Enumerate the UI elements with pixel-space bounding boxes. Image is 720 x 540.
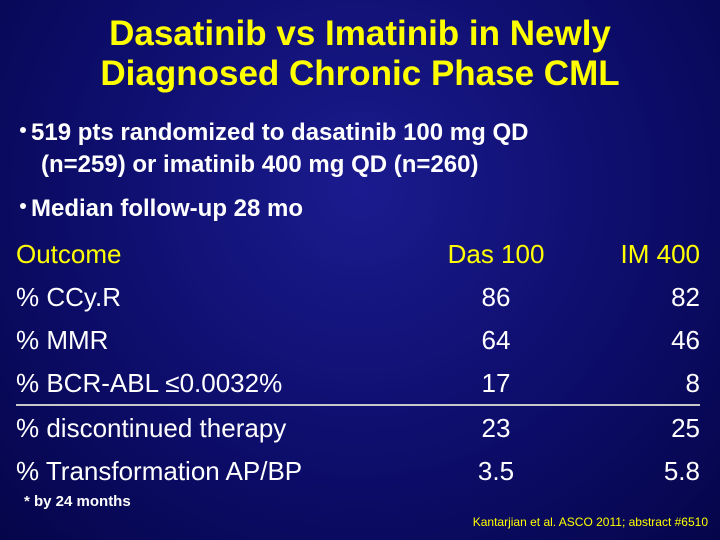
row-outcome: % discontinued therapy: [16, 404, 426, 449]
table-header-row: Outcome Das 100 IM 400: [16, 232, 700, 275]
table-row: % BCR-ABL ≤0.0032% 17 8: [16, 361, 700, 405]
row-outcome: % CCy.R: [16, 281, 121, 312]
title-line-1: Dasatinib vs Imatinib in Newly: [109, 14, 611, 53]
table-row: % discontinued therapy 23 25: [16, 404, 700, 449]
slide-title: Dasatinib vs Imatinib in Newly Diagnosed…: [0, 14, 720, 94]
outcomes-table: Outcome Das 100 IM 400 % CCy.R 86 82 % M…: [16, 232, 700, 492]
bullet-1: 519 pts randomized to dasatinib 100 mg Q…: [20, 118, 528, 148]
header-im: IM 400: [620, 238, 701, 269]
table-row: % CCy.R 86 82: [16, 275, 700, 318]
row-das: 86: [481, 281, 511, 312]
row-das: 3.5: [477, 455, 515, 486]
row-im: 5.8: [663, 455, 700, 486]
bullet-dot-icon: [20, 203, 26, 209]
bullet-dot-icon: [20, 127, 26, 133]
header-outcome: Outcome: [16, 238, 122, 269]
row-im: 82: [671, 281, 700, 312]
row-im: 25: [566, 404, 700, 449]
row-outcome: % Transformation AP/BP: [16, 455, 303, 486]
table-row: % MMR 64 46: [16, 318, 700, 361]
row-im: 8: [685, 367, 700, 398]
row-das: 17: [481, 367, 511, 398]
bullet-2: Median follow-up 28 mo: [20, 194, 303, 224]
footnote: * by 24 months: [24, 493, 131, 510]
header-das: Das 100: [447, 238, 545, 269]
citation: Kantarjian et al. ASCO 2011; abstract #6…: [472, 515, 708, 529]
row-das: 23: [426, 404, 566, 449]
bullet-1-continuation: (n=259) or imatinib 400 mg QD (n=260): [41, 151, 479, 178]
row-im: 46: [671, 324, 700, 355]
row-outcome: % MMR: [16, 324, 109, 355]
bullet-1-text: 519 pts randomized to dasatinib 100 mg Q…: [31, 119, 529, 146]
table-row: % Transformation AP/BP 3.5 5.8: [16, 449, 700, 492]
title-line-2: Diagnosed Chronic Phase CML: [100, 54, 620, 93]
bullet-2-text: Median follow-up 28 mo: [31, 195, 304, 222]
row-outcome: % BCR-ABL ≤0.0032%: [16, 367, 283, 398]
row-das: 64: [481, 324, 511, 355]
